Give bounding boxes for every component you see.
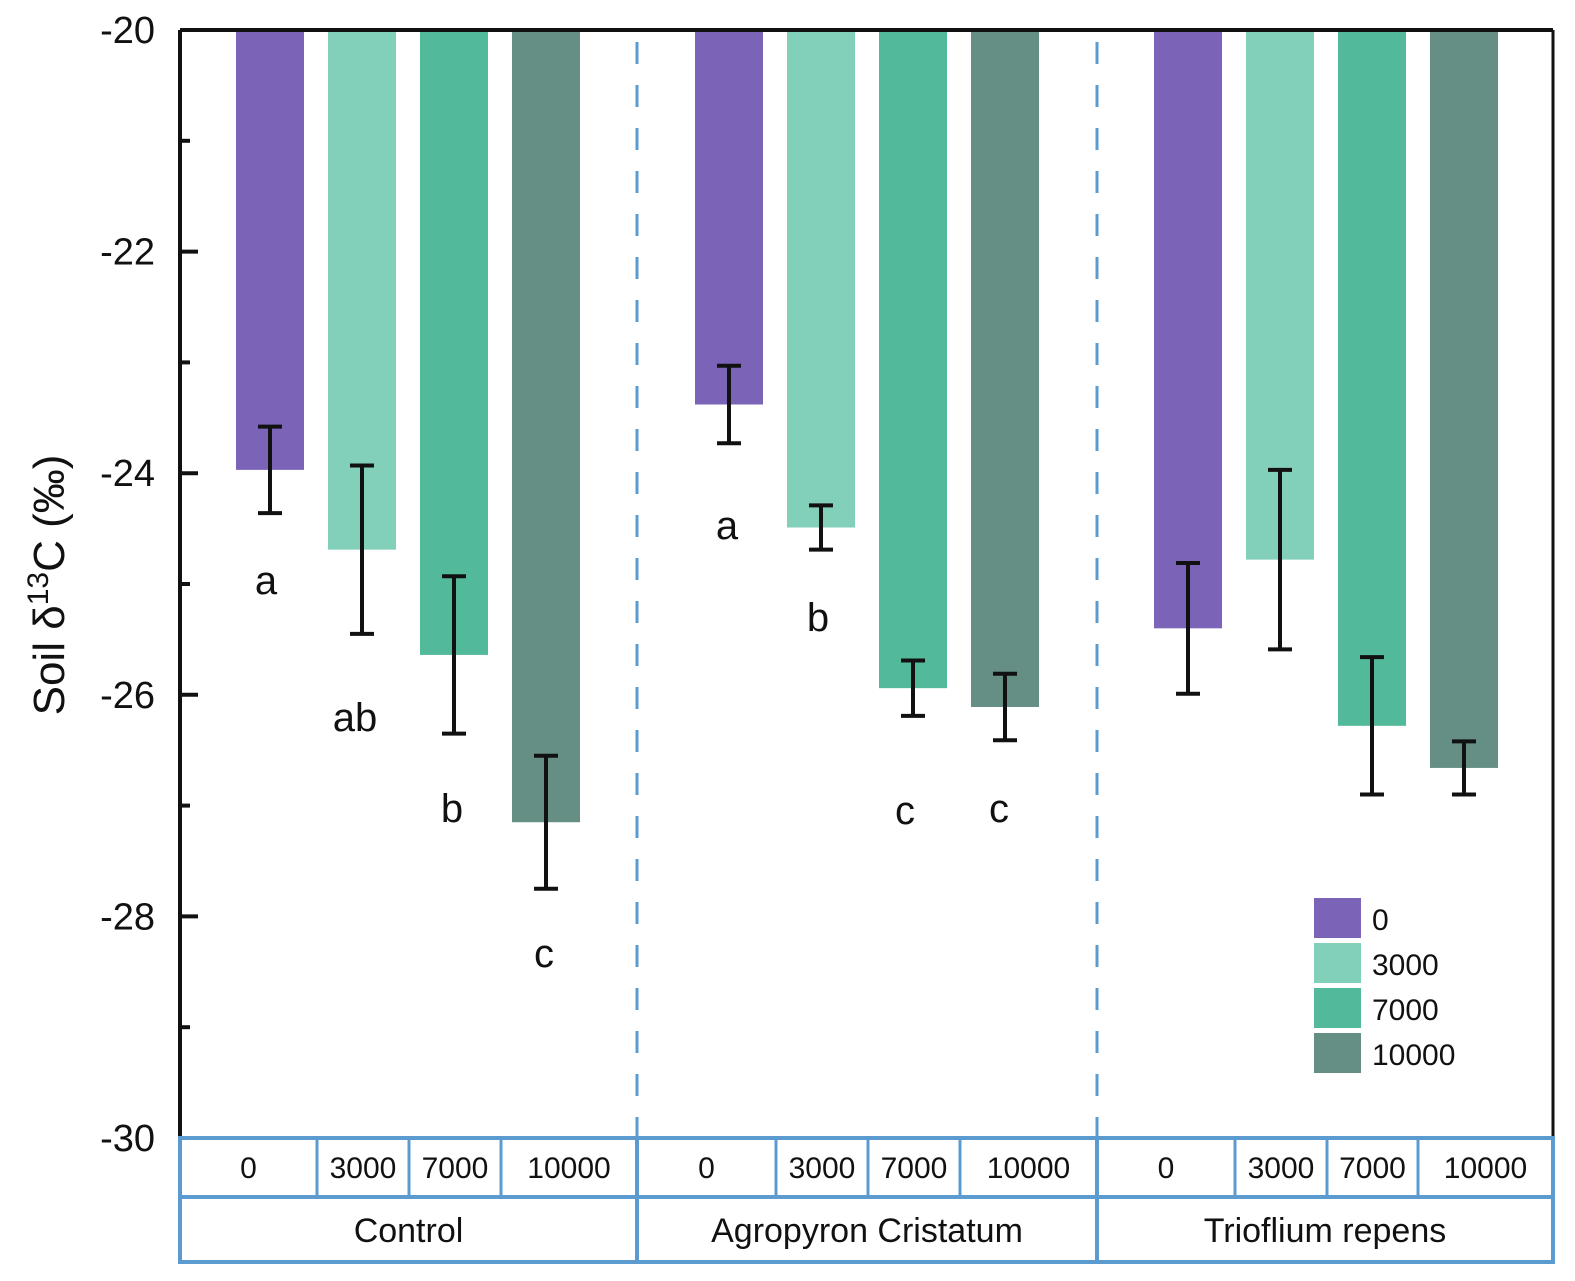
legend-label-0: 0 [1372, 904, 1389, 937]
y-axis-label: Soil δ13C (‰) [22, 455, 74, 716]
x-group-label: Trioflium repens [1204, 1212, 1446, 1250]
bar-agropyron-cristatum-0 [695, 30, 763, 405]
bar-trioflium-repens-7000 [1338, 30, 1406, 726]
x-category-label: 7000 [422, 1152, 489, 1185]
legend-swatch-7000 [1314, 988, 1361, 1028]
x-group-label: Control [354, 1212, 464, 1250]
category-table: 0 3000 7000 10000 Control 0 3000 7000 10000 Agrop… [178, 1136, 1555, 1264]
x-category-label: 10000 [987, 1152, 1070, 1185]
legend: 0 3000 7000 10000 [1314, 898, 1455, 1073]
significance-label: ab [333, 696, 378, 740]
bar-trioflium-repens-0 [1154, 30, 1222, 629]
x-category-label: 10000 [527, 1152, 610, 1185]
x-category-label: 0 [1158, 1152, 1175, 1185]
significance-label: c [989, 787, 1009, 831]
bar-agropyron-cristatum-10000 [971, 30, 1039, 707]
bar-control-0 [236, 30, 304, 470]
bar-agropyron-cristatum-3000 [787, 30, 855, 528]
y-tick-label: -24 [100, 453, 155, 495]
legend-swatch-10000 [1314, 1033, 1361, 1073]
error-bars-layer [258, 363, 1476, 891]
x-category-label: 3000 [330, 1152, 397, 1185]
bars-layer [236, 30, 1498, 823]
y-tick-label: -22 [100, 232, 155, 274]
y-tick-label: -26 [100, 675, 155, 717]
x-category-label: 0 [698, 1152, 715, 1185]
legend-label-3000: 3000 [1372, 949, 1439, 982]
significance-label: c [895, 789, 915, 833]
legend-label-10000: 10000 [1372, 1039, 1455, 1072]
y-ticks: -20 -22 -24 -26 -28 -30 [100, 10, 198, 1160]
bar-control-3000 [328, 30, 396, 550]
x-category-label: 0 [240, 1152, 257, 1185]
y-tick-label: -30 [100, 1118, 155, 1160]
group-separators [635, 42, 1099, 1138]
y-axis-label-suffix: C (‰) [25, 455, 74, 572]
bar-trioflium-repens-10000 [1430, 30, 1498, 768]
x-category-label: 3000 [1248, 1152, 1315, 1185]
legend-label-7000: 7000 [1372, 994, 1439, 1027]
y-tick-label: -20 [100, 10, 155, 52]
bar-control-7000 [420, 30, 488, 655]
significance-label: a [716, 504, 739, 548]
legend-swatch-3000 [1314, 943, 1361, 983]
bar-agropyron-cristatum-7000 [879, 30, 947, 689]
significance-label: c [534, 932, 554, 976]
x-category-label: 10000 [1444, 1152, 1527, 1185]
significance-label: a [255, 559, 278, 603]
bar-control-10000 [512, 30, 580, 823]
legend-swatch-0 [1314, 898, 1361, 938]
x-category-label: 3000 [789, 1152, 856, 1185]
x-category-label: 7000 [1339, 1152, 1406, 1185]
y-axis-label-superscript: 13 [22, 572, 55, 605]
x-category-label: 7000 [881, 1152, 948, 1185]
x-group-label: Agropyron Cristatum [711, 1212, 1023, 1250]
y-tick-label: -28 [100, 896, 155, 938]
significance-label: b [441, 787, 463, 831]
y-axis-label-prefix: Soil δ [25, 605, 74, 715]
significance-label: b [807, 596, 829, 640]
